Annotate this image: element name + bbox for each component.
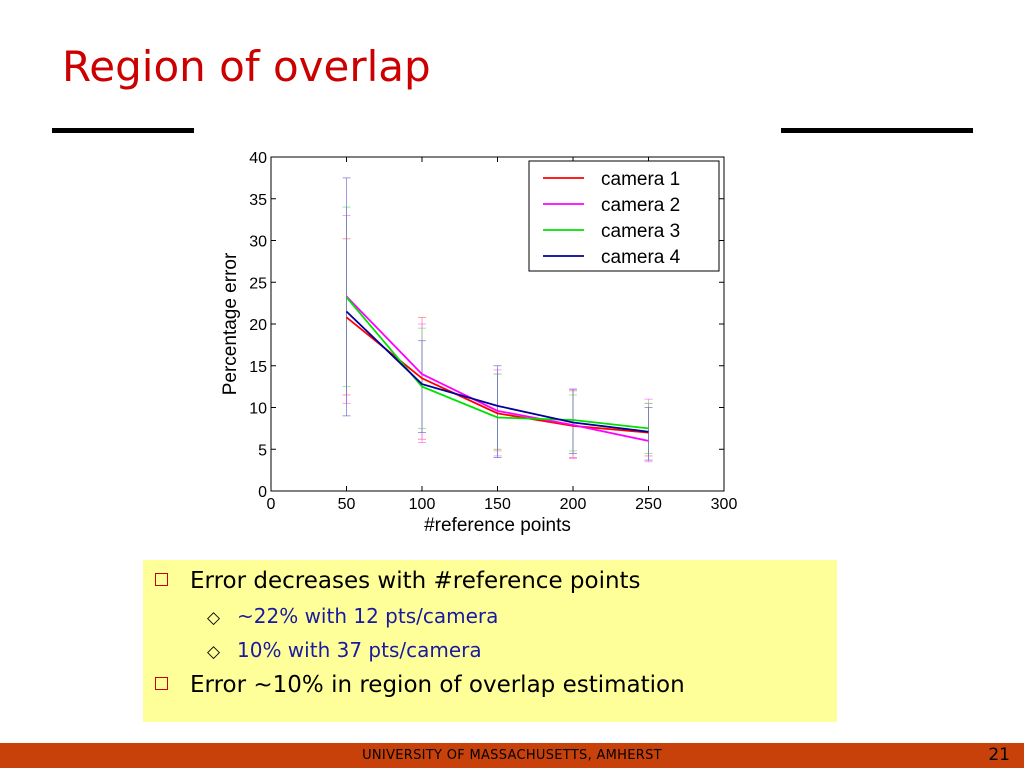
sub-bullet-text: 10% with 37 pts/camera [237, 638, 482, 662]
y-tick-label: 5 [258, 442, 267, 459]
footer-text: UNIVERSITY OF MASSACHUSETTS, AMHERST [362, 748, 662, 763]
sub-bullet-text: ~22% with 12 pts/camera [237, 604, 499, 628]
diamond-bullet-icon: ◇ [207, 608, 221, 628]
x-tick-label: 250 [635, 496, 662, 513]
series-line-camera-4 [345, 310, 649, 433]
y-tick-label: 15 [249, 359, 267, 376]
y-tick-label: 40 [249, 150, 267, 167]
page-number: 21 [988, 745, 1010, 765]
bullet-text: Error decreases with #reference points [190, 568, 641, 594]
error-chart: 0 5 10 15 20 25 30 35 40 0 50 100 150 200 250 300 #refer… [220, 150, 738, 536]
x-tick-label: 150 [484, 496, 511, 513]
square-bullet-icon [155, 573, 168, 586]
legend-box [528, 160, 720, 272]
slide-title: Region of overlap [62, 42, 431, 91]
bullet-error-decreases: Error decreases with #reference points [155, 568, 641, 594]
bullet-overlap-estimation: Error ~10% in region of overlap estimati… [155, 672, 685, 698]
bullet-box: Error decreases with #reference points ◇… [143, 560, 837, 722]
bullet-text: Error ~10% in region of overlap estimati… [190, 672, 685, 698]
x-tick-label: 300 [711, 496, 738, 513]
title-rule-left [52, 128, 194, 133]
chart-container: 0 5 10 15 20 25 30 35 40 0 50 100 150 200 250 300 #refer… [212, 145, 756, 537]
sub-bullet-10-percent: ◇ 10% with 37 pts/camera [207, 638, 482, 662]
y-tick-label: 10 [249, 401, 267, 418]
x-tick-label: 50 [338, 496, 356, 513]
legend-label: camera 3 [601, 221, 680, 242]
y-tick-label: 0 [258, 484, 267, 501]
series-line-camera-2 [345, 295, 649, 442]
y-tick-label: 25 [249, 275, 267, 292]
y-axis-label: Percentage error [220, 252, 241, 395]
legend-label: camera 2 [601, 195, 680, 216]
y-tick-label: 35 [249, 192, 267, 209]
title-rule-right [781, 128, 973, 133]
x-tick-label: 0 [267, 496, 276, 513]
x-axis-label: #reference points [424, 515, 571, 536]
y-tick-label: 30 [249, 234, 267, 251]
sub-bullet-22-percent: ◇ ~22% with 12 pts/camera [207, 604, 498, 628]
series-line-camera-3 [345, 296, 649, 430]
x-tick-label: 100 [409, 496, 436, 513]
diamond-bullet-icon: ◇ [207, 642, 221, 662]
legend-label: camera 4 [601, 247, 681, 268]
square-bullet-icon [155, 677, 168, 690]
x-tick-label: 200 [560, 496, 587, 513]
legend-label: camera 1 [601, 169, 680, 190]
footer-bar: UNIVERSITY OF MASSACHUSETTS, AMHERST 21 [0, 743, 1024, 768]
y-tick-label: 20 [249, 317, 267, 334]
